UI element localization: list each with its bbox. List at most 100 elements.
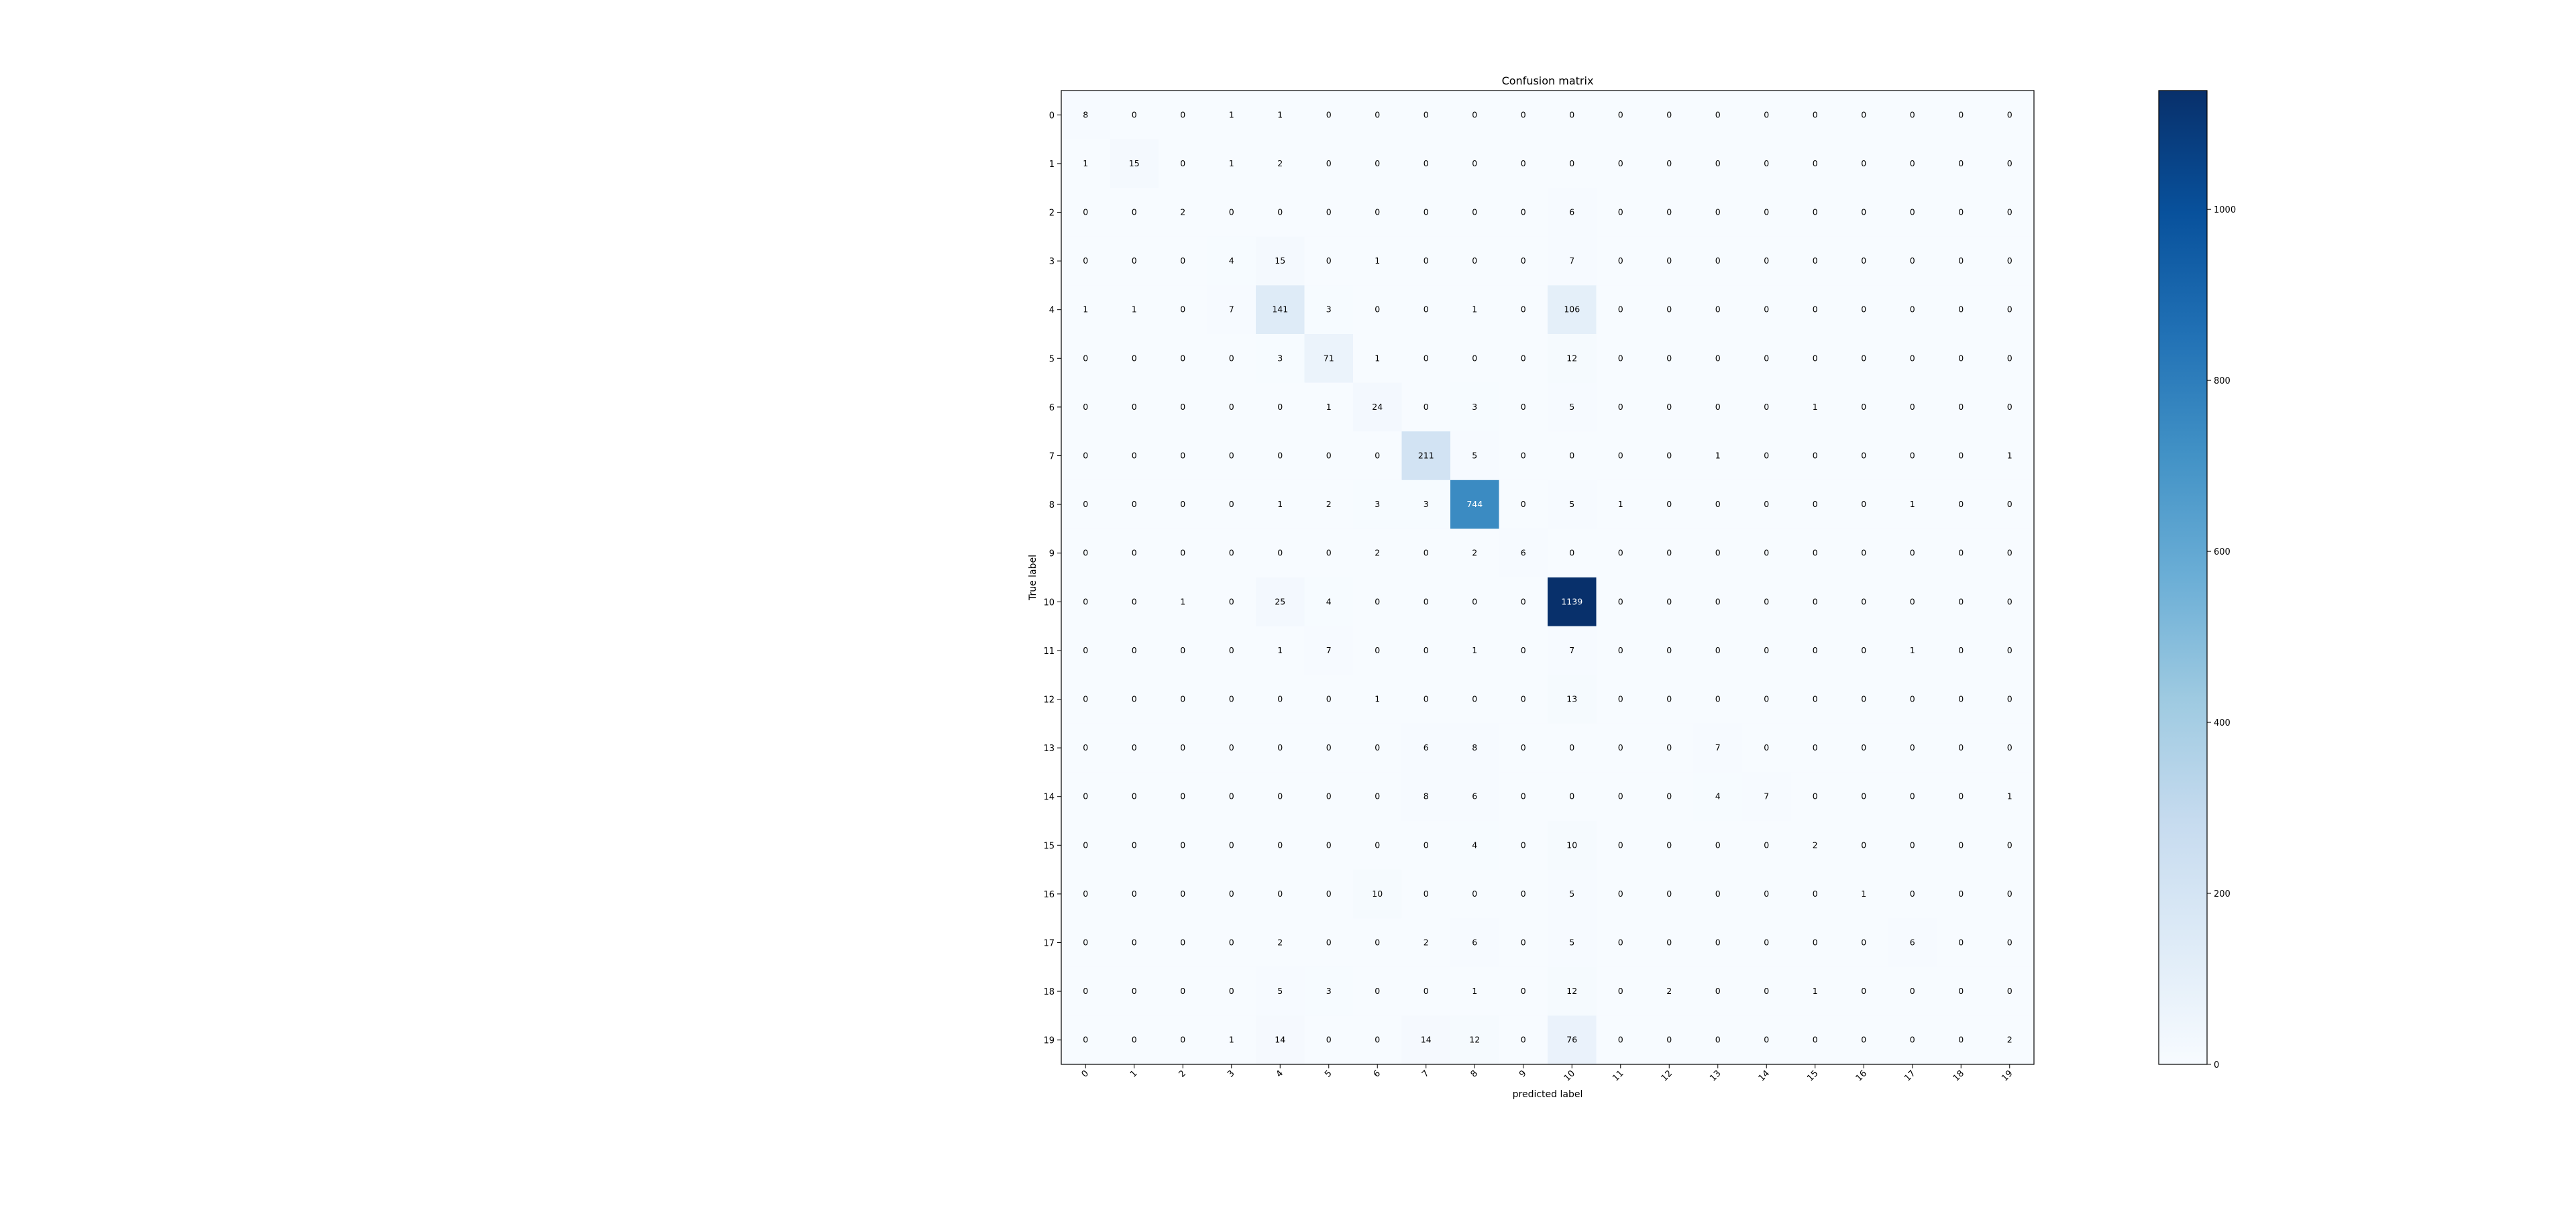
cell-value-label: 0 xyxy=(1277,207,1283,217)
cell-value-label: 0 xyxy=(1375,986,1380,996)
cell-value-label: 1 xyxy=(1326,402,1332,412)
cell-value-label: 0 xyxy=(1569,451,1574,461)
cell-value-label: 0 xyxy=(1180,353,1185,363)
cell-value-label: 3 xyxy=(1277,353,1283,363)
cell-value-label: 1 xyxy=(1375,353,1380,363)
cell-value-label: 0 xyxy=(1424,402,1429,412)
cell-value-label: 0 xyxy=(1618,451,1623,461)
cell-value-label: 6 xyxy=(1521,548,1526,558)
cell-value-label: 0 xyxy=(1910,304,1915,315)
cell-value-label: 0 xyxy=(1521,256,1526,266)
cell-value-label: 0 xyxy=(2007,207,2012,217)
cell-value-label: 13 xyxy=(1566,694,1577,704)
cell-value-label: 0 xyxy=(1715,986,1721,996)
x-tick-label: 4 xyxy=(1275,1068,1285,1079)
cell-value-label: 0 xyxy=(1764,451,1769,461)
cell-value-label: 0 xyxy=(1132,109,1137,119)
cell-value-label: 0 xyxy=(1910,742,1915,752)
cell-value-label: 0 xyxy=(1326,158,1332,168)
cell-value-label: 4 xyxy=(1715,791,1721,801)
cell-value-label: 141 xyxy=(1272,304,1288,315)
cell-value-label: 0 xyxy=(1958,645,1964,655)
cell-value-label: 12 xyxy=(1566,986,1577,996)
cell-value-label: 0 xyxy=(2007,548,2012,558)
cell-value-label: 1 xyxy=(1083,304,1088,315)
cell-value-label: 0 xyxy=(1132,1035,1137,1045)
cell-value-label: 1 xyxy=(1910,499,1915,509)
cell-value-label: 1 xyxy=(1618,499,1623,509)
cell-value-label: 1 xyxy=(1229,158,1234,168)
cell-value-label: 0 xyxy=(1375,1035,1380,1045)
cell-value-label: 5 xyxy=(1569,402,1574,412)
cell-value-label: 0 xyxy=(1083,791,1088,801)
cell-value-label: 0 xyxy=(1958,256,1964,266)
cell-value-label: 0 xyxy=(2007,938,2012,948)
cell-value-label: 0 xyxy=(1861,402,1866,412)
cell-value-label: 0 xyxy=(1666,109,1672,119)
cell-value-label: 0 xyxy=(1618,256,1623,266)
cell-value-label: 0 xyxy=(1618,207,1623,217)
cell-value-label: 0 xyxy=(1375,840,1380,850)
cell-value-label: 10 xyxy=(1566,840,1577,850)
cell-value-label: 6 xyxy=(1910,938,1915,948)
cell-value-label: 8 xyxy=(1424,791,1429,801)
x-tick-label: 1 xyxy=(1128,1068,1139,1079)
cell-value-label: 0 xyxy=(1813,304,1818,315)
cell-value-label: 0 xyxy=(1666,791,1672,801)
cell-value-label: 0 xyxy=(1910,109,1915,119)
cell-value-label: 0 xyxy=(1569,742,1574,752)
cell-value-label: 0 xyxy=(1861,694,1866,704)
cell-value-label: 0 xyxy=(1958,402,1964,412)
y-tick-label: 12 xyxy=(1043,695,1055,706)
cell-value-label: 8 xyxy=(1083,109,1088,119)
cell-value-label: 0 xyxy=(1764,889,1769,899)
y-tick-label: 0 xyxy=(1049,111,1055,121)
y-tick-label: 2 xyxy=(1049,209,1055,219)
cell-value-label: 0 xyxy=(2007,256,2012,266)
cell-value-label: 6 xyxy=(1472,791,1477,801)
cell-value-label: 0 xyxy=(1764,742,1769,752)
cell-value-label: 0 xyxy=(1229,548,1234,558)
cell-value-label: 14 xyxy=(1421,1035,1432,1045)
cell-value-label: 0 xyxy=(1666,304,1672,315)
cell-value-label: 0 xyxy=(1132,207,1137,217)
cell-value-label: 0 xyxy=(1764,694,1769,704)
cell-value-label: 1 xyxy=(1813,986,1818,996)
cell-value-label: 1 xyxy=(1910,645,1915,655)
cell-value-label: 2 xyxy=(1277,158,1283,168)
cell-value-label: 4 xyxy=(1229,256,1234,266)
cell-value-label: 0 xyxy=(1666,207,1672,217)
cell-value-label: 0 xyxy=(1764,207,1769,217)
cell-value-label: 3 xyxy=(1472,402,1477,412)
cell-value-label: 4 xyxy=(1472,840,1477,850)
cell-value-label: 0 xyxy=(1277,742,1283,752)
cell-value-label: 0 xyxy=(1424,548,1429,558)
cell-value-label: 0 xyxy=(1375,938,1380,948)
cell-value-label: 0 xyxy=(1861,353,1866,363)
cell-value-label: 0 xyxy=(1569,791,1574,801)
cell-value-label: 2 xyxy=(2007,1035,2012,1045)
cell-value-label: 0 xyxy=(1521,402,1526,412)
cell-value-label: 1 xyxy=(1277,645,1283,655)
cell-value-label: 0 xyxy=(1521,791,1526,801)
cell-value-label: 0 xyxy=(2007,499,2012,509)
cell-value-label: 0 xyxy=(1472,158,1477,168)
cell-value-label: 0 xyxy=(1229,694,1234,704)
cell-value-label: 0 xyxy=(1910,791,1915,801)
cell-value-label: 10 xyxy=(1372,889,1383,899)
cell-value-label: 1 xyxy=(1180,596,1185,606)
x-tick-label: 0 xyxy=(1080,1068,1091,1079)
x-tick-label: 7 xyxy=(1420,1068,1431,1079)
cell-value-label: 0 xyxy=(1180,791,1185,801)
cell-value-label: 0 xyxy=(2007,742,2012,752)
cell-value-label: 0 xyxy=(1180,256,1185,266)
cell-value-label: 0 xyxy=(1424,694,1429,704)
cell-value-label: 0 xyxy=(1715,1035,1721,1045)
cell-value-label: 5 xyxy=(1277,986,1283,996)
cell-value-label: 0 xyxy=(1813,548,1818,558)
cell-value-label: 0 xyxy=(1375,109,1380,119)
cell-value-label: 0 xyxy=(1229,207,1234,217)
cell-value-label: 71 xyxy=(1324,353,1334,363)
cell-value-label: 0 xyxy=(1424,986,1429,996)
cell-value-label: 0 xyxy=(1424,353,1429,363)
